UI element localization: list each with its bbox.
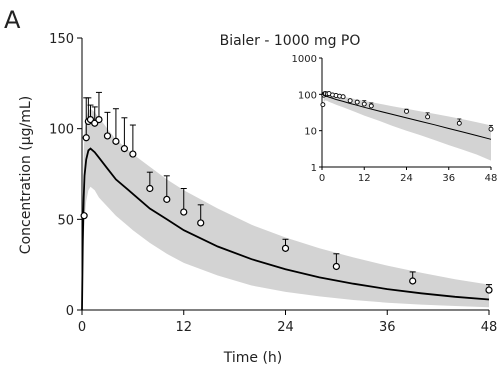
inset-observed-point [347,98,353,104]
observed-point [281,244,290,252]
observed-point [146,184,154,193]
inset-y-tick-label: 1 [311,163,317,174]
observed-point [129,150,137,158]
prediction-band [82,108,489,310]
inset-observed-point [361,101,367,107]
inset-observed-point [425,114,431,120]
observed-point [180,208,188,216]
panel-label: A [4,6,21,34]
inset-x-tick-label: 36 [442,173,455,184]
inset-y-tick-label: 10 [304,127,317,138]
x-tick-label: 0 [78,320,86,335]
inset-observed-point [488,126,494,132]
inset-x-tick-label: 0 [319,173,325,184]
inset-observed-point [404,108,409,114]
inset-observed-point [354,99,360,105]
inset-y-tick-label: 100 [298,90,317,101]
observed-point [120,145,128,153]
observed-point [103,132,112,140]
inset-observed-point [320,102,326,108]
inset-plot-area: 0 12 24 36 48 1 10 100 1000 [292,54,498,184]
inset-observed-point [368,103,374,109]
chart-title: Bialer - 1000 mg PO [220,33,361,49]
x-tick-label: 24 [277,320,294,335]
observed-point [485,286,493,294]
inset-x-tick-label: 48 [485,173,498,184]
y-tick-label: 0 [66,304,74,319]
inset-y-tick-label: 1000 [292,54,317,65]
y-tick-label: 100 [49,123,74,138]
inset-observed-point [456,120,462,126]
inset-prediction-band [323,92,491,161]
observed-point [80,212,88,220]
inset-observed-point [340,94,346,100]
y-tick-label: 50 [57,213,74,228]
observed-point [197,219,205,227]
inset-median-line [323,95,492,140]
observed-point [112,137,120,145]
x-tick-label: 36 [379,320,396,335]
y-tick-label: 150 [49,32,74,47]
observed-point [95,115,103,124]
observed-point [163,195,171,203]
x-tick-label: 12 [175,320,192,335]
y-axis-label: Concentration (µg/mL) [18,96,34,254]
median-line [81,147,490,311]
x-tick-label: 48 [481,320,498,335]
observed-point [82,134,90,142]
observed-point [332,262,340,271]
observed-point [409,277,417,285]
inset-x-tick-label: 12 [358,173,371,184]
inset-x-tick-label: 24 [400,173,413,184]
x-axis-label: Time (h) [223,350,283,366]
